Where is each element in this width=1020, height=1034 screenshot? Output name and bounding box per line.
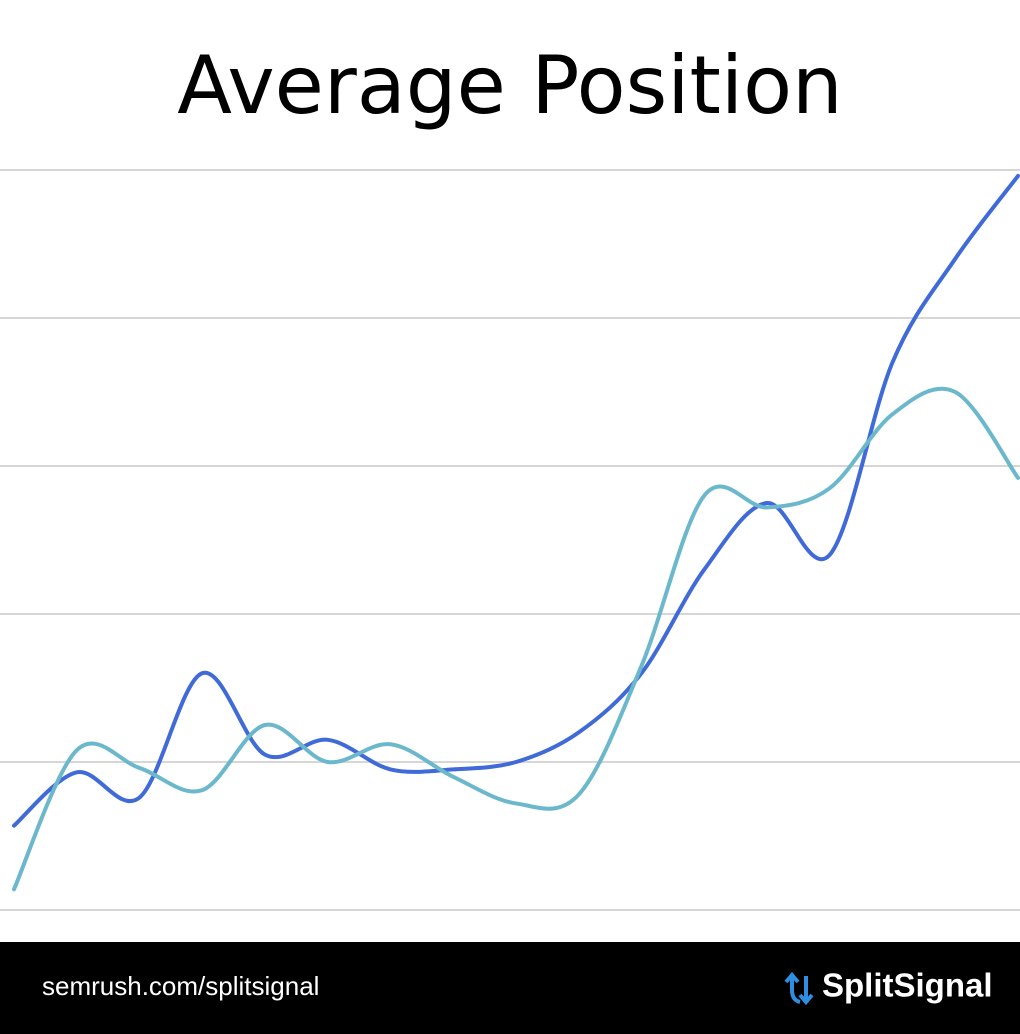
brand-logo — [784, 971, 814, 1006]
plot-area — [0, 169, 1020, 911]
chart-title: Average Position — [177, 39, 842, 132]
data-line — [12, 173, 1020, 828]
data-line — [12, 386, 1020, 892]
footer-brand: SplitSignal — [822, 967, 993, 1004]
footer-bar — [0, 942, 1020, 1034]
footer-url: semrush.com/splitsignal — [42, 971, 319, 1001]
